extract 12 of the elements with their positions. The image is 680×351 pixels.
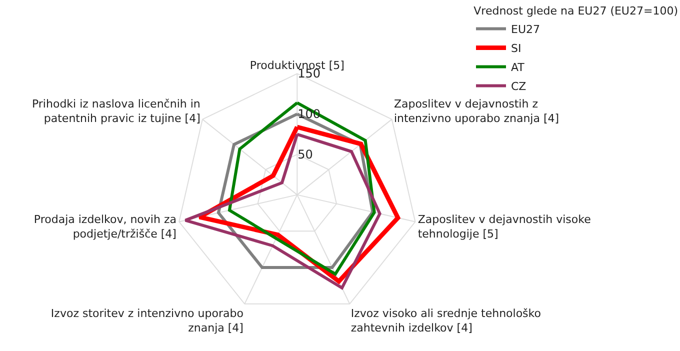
legend-title: Vrednost glede na EU27 (EU27=100) bbox=[474, 4, 678, 18]
spoke-label: Prihodki iz naslova licenčnih in patentnih pravic iz tujine [4] bbox=[32, 98, 200, 125]
spoke-label: Izvoz storitev z intenzivno uporabo znanja [4] bbox=[50, 307, 244, 335]
spoke-label: Izvoz visoko ali srednje tehnološko zahtevnih izdelkov [4] bbox=[350, 307, 542, 335]
spoke-label: Zaposlitev v dejavnostih visoke tehnologije [5] bbox=[418, 212, 592, 240]
y-tick-label: 50 bbox=[298, 147, 313, 162]
legend-label: SI bbox=[511, 42, 522, 56]
legend-label: AT bbox=[511, 61, 525, 74]
spoke-label: Prodaja izdelkov, novih za podjetje/tržišče [4] bbox=[34, 212, 176, 240]
spoke-label: Zaposlitev v dejavnostih z intenzivno uporabo znanja [4] bbox=[394, 98, 560, 125]
legend-label: CZ bbox=[511, 80, 527, 94]
legend-label: EU27 bbox=[511, 23, 540, 36]
